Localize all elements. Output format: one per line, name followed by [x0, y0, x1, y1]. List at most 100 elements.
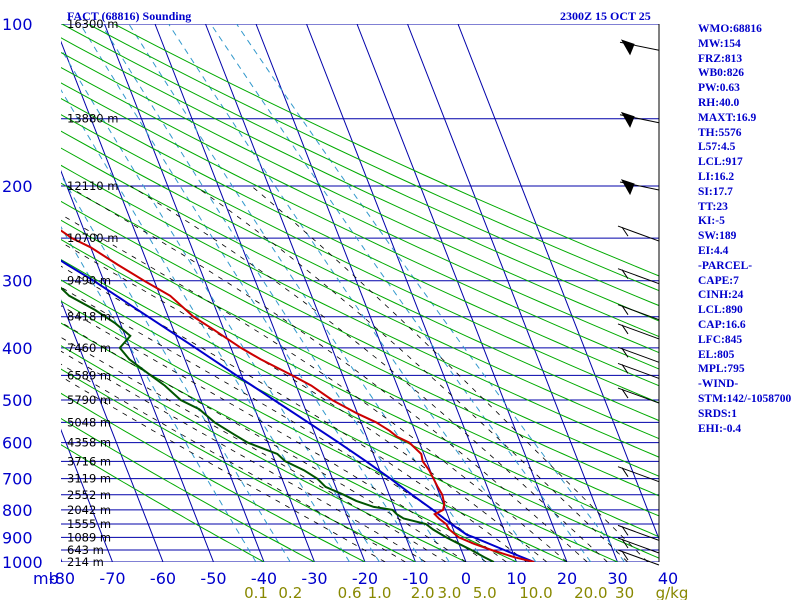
- dry-adiabat-line: [61, 182, 659, 477]
- isotherm-line: [61, 169, 214, 562]
- temperature-tick-label: -60: [150, 569, 176, 588]
- parcel-profile-line: [61, 259, 535, 562]
- moist-adiabat-line: [61, 336, 447, 562]
- pressure-tick-label: 500: [2, 391, 33, 410]
- height-label: 3119 m: [67, 472, 111, 486]
- dry-adiabat-line: [61, 219, 659, 517]
- index-item: LCL:890: [698, 304, 743, 317]
- index-item: TH:5576: [698, 126, 742, 139]
- index-item: SW:189: [698, 230, 737, 243]
- mixing-ratio-line: [210, 24, 592, 562]
- height-label: 643 m: [67, 543, 104, 557]
- height-label: 6589 m: [67, 368, 111, 382]
- mixing-ratio-line: [61, 226, 257, 562]
- height-label: 5790 m: [67, 393, 111, 407]
- height-label: 12110 m: [67, 179, 118, 193]
- moist-adiabat-line: [61, 265, 527, 562]
- height-label: 4358 m: [67, 436, 111, 450]
- wind-barb-feather: [621, 538, 629, 549]
- height-label: 7460 m: [67, 341, 111, 355]
- dry-adiabat-line: [61, 51, 659, 338]
- pressure-tick-label: 300: [2, 272, 33, 291]
- dry-adiabat-line: [61, 322, 517, 562]
- mixing-ratio-label: 0.2: [278, 584, 302, 600]
- dry-adiabat-line: [61, 345, 467, 562]
- temperature-tick-label: 40: [658, 569, 678, 588]
- pressure-tick-label: 100: [2, 15, 33, 34]
- temperature-tick-label: 0: [461, 569, 471, 588]
- wind-barb: [617, 537, 660, 554]
- dry-adiabat-line: [61, 392, 366, 562]
- index-item: KI:-5: [698, 215, 725, 228]
- wind-barb: [617, 346, 660, 363]
- temperature-tick-label: -30: [301, 569, 327, 588]
- dry-adiabat-line: [61, 130, 659, 422]
- index-item: TT:23: [698, 200, 728, 213]
- mixing-ratio-line: [236, 24, 625, 562]
- wind-barb-feather: [621, 467, 629, 477]
- isotherm-line: [407, 24, 618, 562]
- wind-barb: [617, 362, 660, 379]
- dry-adiabat-line: [61, 114, 659, 404]
- chart-title: FACT (68816) Sounding: [67, 9, 191, 23]
- wind-barb-feather: [621, 550, 629, 561]
- index-item: CINH:24: [698, 289, 744, 302]
- wind-barb-feather: [621, 526, 629, 536]
- moist-adiabat-line: [194, 185, 628, 562]
- moist-adiabat-line: [130, 185, 608, 562]
- wind-barb-feather: [621, 348, 629, 358]
- height-label: 16300 m: [67, 17, 118, 31]
- height-label: 8418 m: [67, 310, 111, 324]
- mixing-ratio-label: 5.0: [473, 584, 497, 600]
- dry-adiabat-line: [61, 368, 416, 562]
- dry-adiabat-line: [61, 147, 659, 440]
- wind-barb-pennant: [620, 111, 635, 128]
- mixing-ratio-label: 20.0: [574, 584, 607, 600]
- moist-adiabat-line: [61, 305, 487, 562]
- wind-barb-feather: [621, 305, 629, 315]
- mixing-ratio-line: [168, 24, 537, 562]
- index-item: L57:4.5: [698, 141, 736, 154]
- indices-panel: WMO:68816 MW:154 FRZ:813 WB0:826 PW:0.63 RH:4…: [698, 22, 800, 436]
- mixing-ratio-line: [61, 89, 351, 562]
- wind-barbs: [617, 24, 660, 566]
- mixing-ratio-line: [61, 174, 291, 562]
- dry-adiabat-line: [113, 24, 659, 277]
- dry-adiabat-line: [61, 417, 315, 562]
- index-item: SI:17.7: [698, 185, 733, 198]
- moist-adiabat-line: [251, 185, 649, 562]
- temperature-profile-line: [61, 229, 535, 562]
- wind-barb-feather: [621, 269, 629, 279]
- pressure-unit-label: mb: [33, 569, 59, 588]
- wind-barb: [617, 524, 660, 541]
- pressure-tick-label: 600: [2, 434, 33, 453]
- dry-adiabat-line: [61, 164, 659, 458]
- mixing-ratio-label: 0.6: [338, 584, 362, 600]
- chart-time: 2300Z 15 OCT 25: [560, 9, 651, 23]
- moist-adiabat-line: [61, 375, 386, 562]
- temperature-tick-label: -40: [251, 569, 277, 588]
- index-item: EL:805: [698, 348, 735, 361]
- height-label: 13880 m: [67, 112, 118, 126]
- index-item: PW:0.63: [698, 82, 740, 95]
- index-item: EI:4.4: [698, 244, 729, 257]
- index-item: -PARCEL-: [698, 259, 753, 272]
- isotherm-line: [61, 428, 113, 562]
- isotherm-line: [356, 24, 568, 562]
- dry-adiabat-line: [61, 444, 265, 562]
- mixing-ratio-line: [61, 48, 380, 562]
- mixing-ratio-label: 0.1: [244, 584, 268, 600]
- index-item: MW:154: [698, 37, 741, 50]
- index-item: MAXT:16.9: [698, 111, 757, 124]
- index-item: FRZ:813: [698, 52, 743, 65]
- wind-barb-feather: [621, 388, 629, 399]
- mixing-ratio-label: 1.0: [368, 584, 392, 600]
- height-label: 3716 m: [67, 454, 111, 468]
- pressure-tick-label: 900: [2, 528, 33, 547]
- temperature-tick-label: -10: [402, 569, 428, 588]
- index-item: MPL:795: [698, 363, 745, 376]
- dry-adiabat-line: [61, 67, 659, 354]
- grid-lines: [61, 24, 659, 562]
